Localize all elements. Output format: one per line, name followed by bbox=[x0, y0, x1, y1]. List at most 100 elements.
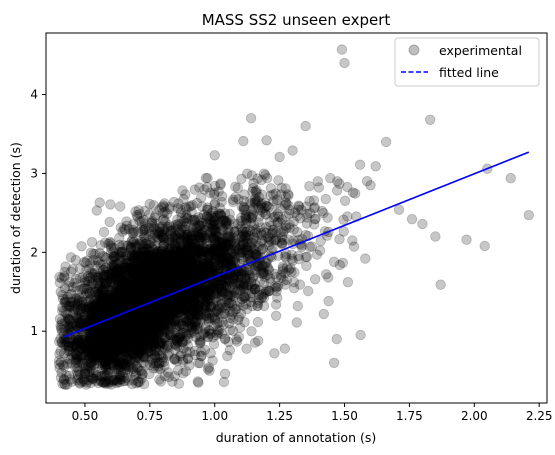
data-point bbox=[104, 376, 115, 387]
data-point bbox=[258, 268, 269, 279]
data-point bbox=[181, 229, 193, 241]
data-point bbox=[211, 249, 222, 260]
data-point bbox=[185, 238, 196, 250]
data-point bbox=[183, 276, 194, 287]
data-point bbox=[156, 314, 167, 326]
data-point bbox=[237, 247, 248, 258]
data-point bbox=[112, 362, 124, 373]
data-point bbox=[108, 246, 119, 258]
data-point bbox=[315, 235, 326, 247]
data-point bbox=[116, 278, 127, 289]
data-point bbox=[201, 219, 212, 230]
data-point bbox=[103, 238, 114, 250]
data-point bbox=[123, 298, 135, 309]
data-point bbox=[216, 298, 228, 309]
data-point bbox=[323, 272, 334, 283]
data-point bbox=[153, 317, 164, 329]
data-point bbox=[177, 253, 189, 265]
data-point bbox=[150, 272, 162, 283]
data-point bbox=[137, 290, 149, 301]
data-point bbox=[479, 240, 490, 252]
data-point bbox=[112, 264, 124, 275]
data-point bbox=[143, 331, 155, 343]
data-point bbox=[191, 321, 203, 332]
data-point bbox=[105, 199, 116, 210]
data-point bbox=[153, 274, 164, 285]
data-point bbox=[109, 279, 121, 291]
data-point bbox=[71, 281, 82, 293]
data-point bbox=[73, 313, 85, 324]
data-point bbox=[136, 280, 148, 292]
data-point bbox=[221, 239, 232, 251]
data-point bbox=[219, 308, 230, 320]
data-point bbox=[164, 203, 175, 215]
data-point bbox=[114, 232, 125, 243]
data-point bbox=[152, 268, 164, 279]
data-point bbox=[417, 218, 428, 230]
data-point bbox=[77, 302, 88, 314]
data-point bbox=[114, 239, 125, 251]
data-point bbox=[125, 329, 136, 341]
data-point bbox=[145, 345, 156, 357]
data-point bbox=[172, 295, 183, 306]
data-point bbox=[187, 274, 198, 286]
data-point bbox=[121, 290, 132, 302]
data-point bbox=[182, 236, 193, 247]
data-point bbox=[164, 278, 175, 289]
data-point bbox=[110, 374, 121, 386]
data-point bbox=[130, 293, 141, 304]
data-point bbox=[193, 269, 204, 280]
data-point bbox=[173, 378, 185, 389]
data-point bbox=[151, 268, 162, 280]
data-point bbox=[122, 350, 133, 362]
data-point bbox=[173, 260, 185, 271]
data-point bbox=[189, 184, 200, 195]
data-point bbox=[96, 327, 108, 338]
data-point bbox=[150, 257, 162, 269]
data-point bbox=[145, 310, 156, 321]
data-point bbox=[103, 296, 114, 307]
data-point bbox=[100, 302, 112, 313]
data-point bbox=[178, 230, 189, 241]
data-point bbox=[233, 331, 245, 343]
data-point bbox=[71, 375, 83, 386]
data-point bbox=[144, 276, 156, 287]
data-point bbox=[145, 320, 156, 331]
data-point bbox=[98, 332, 109, 343]
data-point bbox=[331, 333, 342, 345]
data-point bbox=[135, 294, 147, 306]
data-point bbox=[95, 268, 107, 280]
data-point bbox=[217, 316, 228, 328]
x-tick-label: 0.50 bbox=[72, 409, 99, 423]
data-point bbox=[64, 281, 75, 292]
data-point bbox=[156, 351, 167, 363]
data-point bbox=[99, 283, 110, 295]
data-point bbox=[138, 313, 150, 324]
legend: experimental fitted line bbox=[394, 37, 540, 87]
data-point bbox=[320, 193, 332, 205]
data-point bbox=[178, 304, 190, 315]
data-point bbox=[249, 283, 261, 294]
data-point bbox=[86, 300, 97, 312]
data-point bbox=[172, 296, 183, 307]
data-point bbox=[201, 268, 212, 279]
data-point bbox=[195, 268, 206, 280]
data-point bbox=[71, 341, 82, 353]
data-point bbox=[97, 297, 109, 308]
data-point bbox=[184, 360, 195, 371]
data-point bbox=[145, 256, 156, 267]
data-point bbox=[89, 336, 100, 348]
data-point bbox=[151, 280, 163, 291]
data-point bbox=[145, 250, 157, 262]
data-point bbox=[131, 296, 142, 308]
data-point bbox=[135, 290, 146, 301]
data-point bbox=[106, 379, 117, 390]
data-point bbox=[144, 333, 156, 345]
data-point bbox=[147, 282, 159, 293]
data-point bbox=[186, 263, 197, 274]
data-point bbox=[243, 248, 254, 259]
y-tick-label: 3 bbox=[30, 166, 38, 180]
data-point bbox=[209, 180, 221, 192]
data-point bbox=[123, 262, 134, 273]
data-point bbox=[144, 198, 155, 210]
